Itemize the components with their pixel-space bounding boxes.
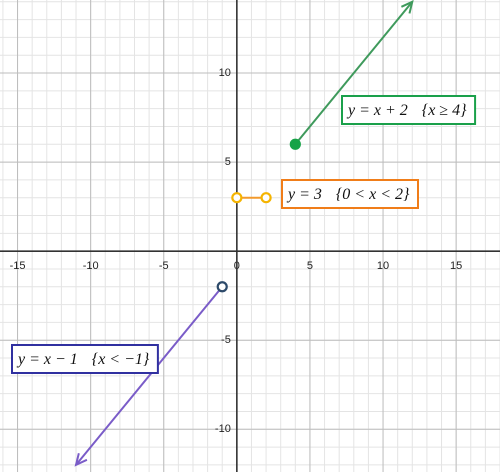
x-tick-label: -5 bbox=[159, 260, 169, 272]
equation-domain: {x ≥ 4} bbox=[422, 102, 467, 119]
label-box bbox=[341, 95, 477, 125]
x-tick-label: 15 bbox=[450, 260, 462, 272]
open-point bbox=[260, 192, 272, 204]
equation-rule: y = x − 1 bbox=[16, 351, 78, 368]
equation-rule: y = 3 bbox=[286, 186, 322, 203]
equation-rule: y = x + 2 bbox=[346, 102, 408, 119]
equation: y = x − 1 {x < −1} bbox=[16, 351, 150, 368]
label-box bbox=[11, 344, 159, 374]
equation: y = x + 2 {x ≥ 4} bbox=[346, 102, 467, 119]
line bbox=[294, 1, 414, 145]
line bbox=[75, 286, 223, 466]
equation-domain: {x < −1} bbox=[92, 351, 150, 368]
equation-label: y = x + 2 {x ≥ 4} bbox=[341, 95, 477, 125]
x-tick-label: 5 bbox=[307, 260, 313, 272]
y-tick-label: 10 bbox=[219, 67, 231, 79]
equation-domain: {0 < x < 2} bbox=[336, 186, 410, 203]
x-tick-label: -10 bbox=[83, 260, 99, 272]
label-box bbox=[281, 179, 419, 209]
arrow-head bbox=[74, 452, 88, 467]
equation-label: y = 3 {0 < x < 2} bbox=[281, 179, 419, 209]
closed-point bbox=[289, 138, 301, 150]
y-tick-label: -5 bbox=[221, 334, 231, 346]
open-point bbox=[216, 281, 228, 293]
x-tick-label: 10 bbox=[377, 260, 389, 272]
y-tick-label: -10 bbox=[215, 423, 231, 435]
open-point bbox=[231, 192, 243, 204]
y-tick-label: 5 bbox=[225, 156, 231, 168]
x-tick-label: -15 bbox=[10, 260, 26, 272]
arrow-head bbox=[400, 0, 414, 14]
equation: y = 3 {0 < x < 2} bbox=[286, 186, 410, 203]
equation-label: y = x − 1 {x < −1} bbox=[11, 344, 159, 374]
